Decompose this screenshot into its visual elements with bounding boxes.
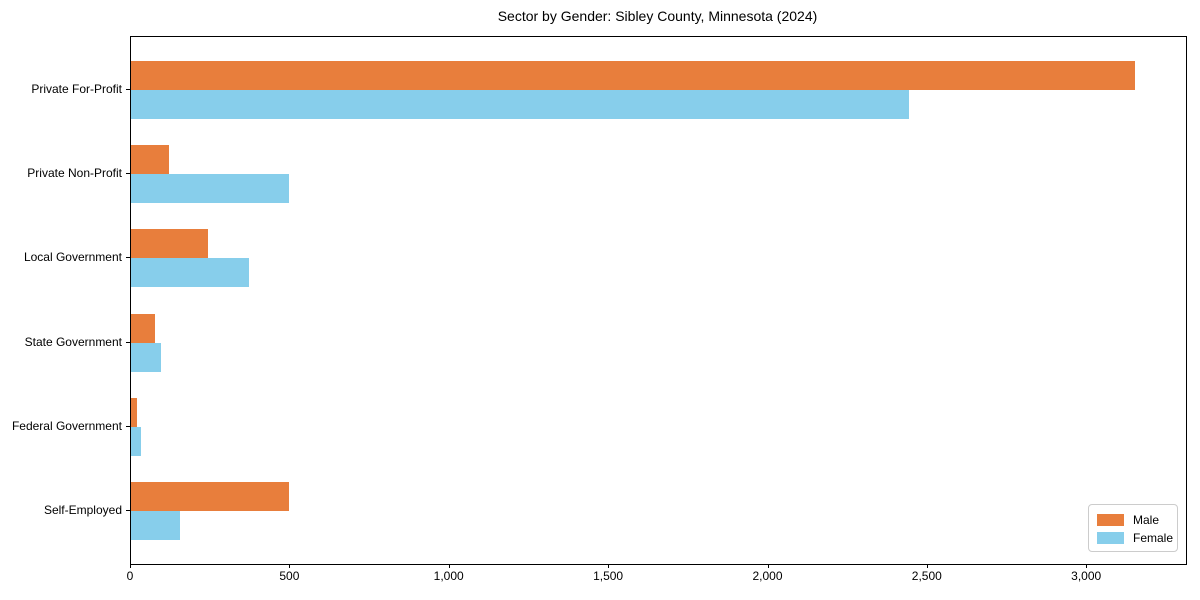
- category-label-self-employed: Self-Employed: [43, 502, 122, 517]
- bar-female-self-employed: [131, 510, 181, 540]
- x-tick: [767, 564, 769, 568]
- chart-title: Sector by Gender: Sibley County, Minneso…: [497, 8, 818, 24]
- x-tick-label-0: 0: [126, 569, 134, 583]
- bar-male-federal-government: [131, 397, 138, 427]
- legend-swatch-male-icon: [1097, 513, 1124, 526]
- bar-male-state-government: [131, 313, 155, 343]
- x-tick-label-2-500: 2,500: [911, 569, 942, 583]
- bar-male-private-non-profit: [131, 145, 170, 175]
- x-tick: [130, 564, 131, 568]
- y-tick: [126, 89, 130, 91]
- y-tick: [126, 509, 130, 511]
- category-label-private-non-profit: Private Non-Profit: [27, 166, 122, 181]
- bar-male-local-government: [131, 229, 208, 259]
- legend: Male Female: [1088, 504, 1178, 552]
- legend-label-female: Female: [1133, 530, 1174, 545]
- x-tick: [289, 564, 291, 568]
- x-tick: [926, 564, 928, 568]
- bar-female-state-government: [131, 342, 162, 372]
- y-tick: [126, 173, 130, 175]
- bar-female-private-for-profit: [131, 90, 909, 120]
- x-tick: [1086, 564, 1088, 568]
- x-tick-label-500: 500: [279, 569, 300, 583]
- x-tick: [608, 564, 610, 568]
- y-tick: [126, 341, 130, 343]
- category-label-local-government: Local Government: [23, 250, 122, 265]
- legend-item-male: Male: [1097, 512, 1177, 527]
- y-tick: [126, 257, 130, 259]
- bar-female-private-non-profit: [131, 174, 289, 204]
- bar-female-federal-government: [131, 426, 141, 456]
- y-tick: [126, 425, 130, 427]
- x-tick-label-1-500: 1,500: [593, 569, 624, 583]
- legend-swatch-female-icon: [1097, 531, 1124, 544]
- category-label-state-government: State Government: [24, 334, 122, 349]
- x-tick-label-1-000: 1,000: [433, 569, 464, 583]
- plot-area: [130, 36, 1187, 565]
- bar-male-private-for-profit: [131, 61, 1135, 91]
- bar-male-self-employed: [131, 481, 289, 511]
- x-tick: [448, 564, 450, 568]
- x-tick-label-3-000: 3,000: [1071, 569, 1102, 583]
- bar-female-local-government: [131, 258, 249, 288]
- legend-label-male: Male: [1133, 512, 1160, 527]
- legend-item-female: Female: [1097, 530, 1177, 545]
- category-label-federal-government: Federal Government: [11, 418, 122, 433]
- category-label-private-for-profit: Private For-Profit: [31, 82, 122, 97]
- x-tick-label-2-000: 2,000: [752, 569, 783, 583]
